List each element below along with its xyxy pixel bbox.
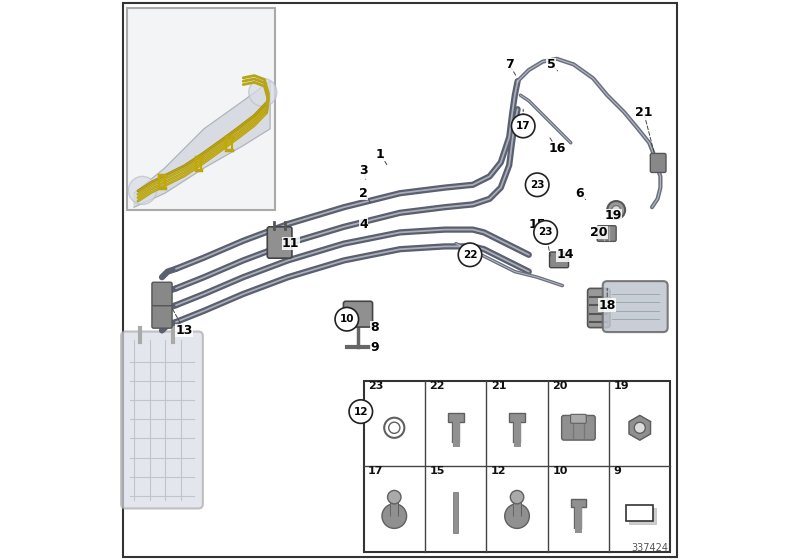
Text: 15: 15 [430, 466, 445, 476]
Circle shape [607, 201, 625, 219]
Text: 19: 19 [614, 381, 630, 391]
Text: 4: 4 [359, 217, 368, 231]
Text: 7: 7 [505, 58, 514, 71]
Circle shape [129, 176, 157, 204]
Text: 12: 12 [491, 466, 506, 476]
Circle shape [634, 422, 646, 433]
Text: 11: 11 [282, 237, 299, 250]
Text: 22: 22 [462, 250, 478, 260]
Text: 16: 16 [548, 142, 566, 155]
Text: 6: 6 [575, 186, 583, 200]
Polygon shape [134, 81, 270, 207]
Circle shape [534, 221, 558, 244]
FancyBboxPatch shape [587, 288, 610, 328]
Bar [448, 413, 463, 422]
Bar [570, 498, 586, 507]
Circle shape [335, 307, 358, 331]
Circle shape [387, 491, 401, 504]
Text: 9: 9 [370, 340, 379, 354]
Text: 20: 20 [552, 381, 567, 391]
Text: 23: 23 [368, 381, 383, 391]
Text: 17: 17 [368, 466, 383, 476]
Text: 10: 10 [552, 466, 567, 476]
Text: 15: 15 [529, 217, 546, 231]
Text: 13: 13 [176, 324, 193, 337]
Text: 14: 14 [557, 248, 574, 262]
FancyBboxPatch shape [562, 416, 595, 440]
Text: 22: 22 [430, 381, 445, 391]
Text: 8: 8 [370, 321, 379, 334]
Text: 23: 23 [538, 227, 553, 237]
FancyBboxPatch shape [536, 224, 548, 235]
FancyBboxPatch shape [650, 153, 666, 172]
Bar [509, 413, 525, 422]
Text: 12: 12 [354, 407, 368, 417]
Text: 20: 20 [590, 226, 607, 239]
Polygon shape [629, 416, 650, 440]
Text: 5: 5 [547, 58, 555, 71]
Text: 19: 19 [604, 209, 622, 222]
Text: 2: 2 [359, 186, 368, 200]
Text: 1: 1 [376, 147, 385, 161]
Text: 17: 17 [516, 121, 530, 131]
Text: 21: 21 [491, 381, 506, 391]
Bar [363, 381, 670, 552]
FancyBboxPatch shape [550, 252, 569, 268]
FancyBboxPatch shape [602, 281, 668, 332]
FancyBboxPatch shape [570, 414, 586, 423]
Circle shape [526, 173, 549, 197]
Text: 21: 21 [635, 105, 652, 119]
FancyBboxPatch shape [267, 227, 292, 258]
Circle shape [505, 504, 530, 529]
Circle shape [612, 206, 621, 214]
FancyBboxPatch shape [343, 301, 373, 327]
Bar [126, 8, 275, 210]
FancyBboxPatch shape [152, 305, 172, 328]
Circle shape [511, 114, 535, 138]
Circle shape [510, 491, 524, 504]
Text: 10: 10 [339, 314, 354, 324]
FancyBboxPatch shape [152, 282, 172, 306]
Circle shape [349, 400, 373, 423]
Text: 23: 23 [530, 180, 545, 190]
Bar [626, 505, 654, 521]
Circle shape [249, 78, 277, 106]
Text: 9: 9 [614, 466, 622, 476]
Circle shape [458, 243, 482, 267]
Bar [629, 508, 656, 524]
Text: 18: 18 [598, 298, 616, 312]
FancyBboxPatch shape [597, 226, 616, 241]
Text: 337424: 337424 [632, 543, 669, 553]
FancyBboxPatch shape [121, 332, 203, 508]
Circle shape [382, 504, 406, 529]
Text: 3: 3 [359, 164, 368, 178]
